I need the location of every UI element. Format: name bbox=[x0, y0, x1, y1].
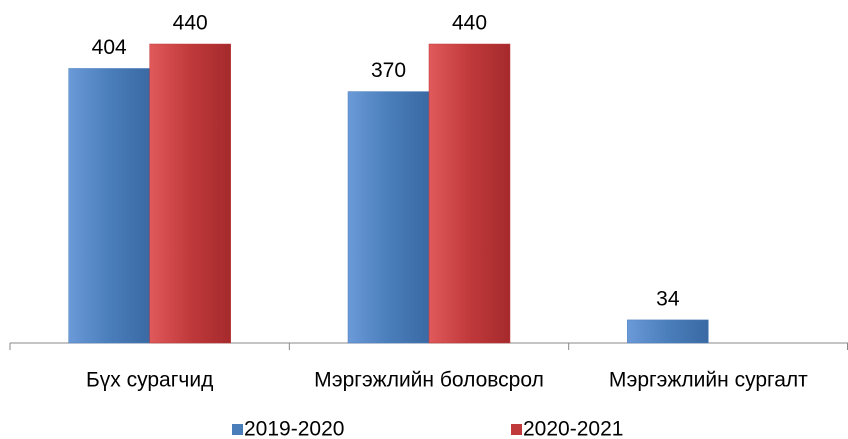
data-label: 370 bbox=[371, 59, 406, 82]
data-label: 34 bbox=[656, 287, 680, 310]
x-tick-label: Мэргэжлийн сургалт bbox=[609, 369, 808, 392]
bar bbox=[149, 43, 231, 344]
data-label: 440 bbox=[452, 12, 487, 35]
legend-label: 2020-2021 bbox=[523, 418, 623, 439]
data-label: 404 bbox=[92, 36, 127, 59]
bar bbox=[68, 68, 150, 344]
x-tick-label: Бүх сурагчид bbox=[86, 369, 213, 392]
legend-label: 2019-2020 bbox=[244, 418, 344, 439]
bar bbox=[347, 91, 430, 344]
data-label: 440 bbox=[173, 12, 208, 35]
bar bbox=[428, 43, 511, 344]
x-tick-label: Мэргэжлийн боловсрол bbox=[314, 369, 544, 392]
bar bbox=[627, 319, 709, 344]
legend-swatch bbox=[511, 424, 522, 435]
legend-swatch bbox=[232, 424, 243, 435]
